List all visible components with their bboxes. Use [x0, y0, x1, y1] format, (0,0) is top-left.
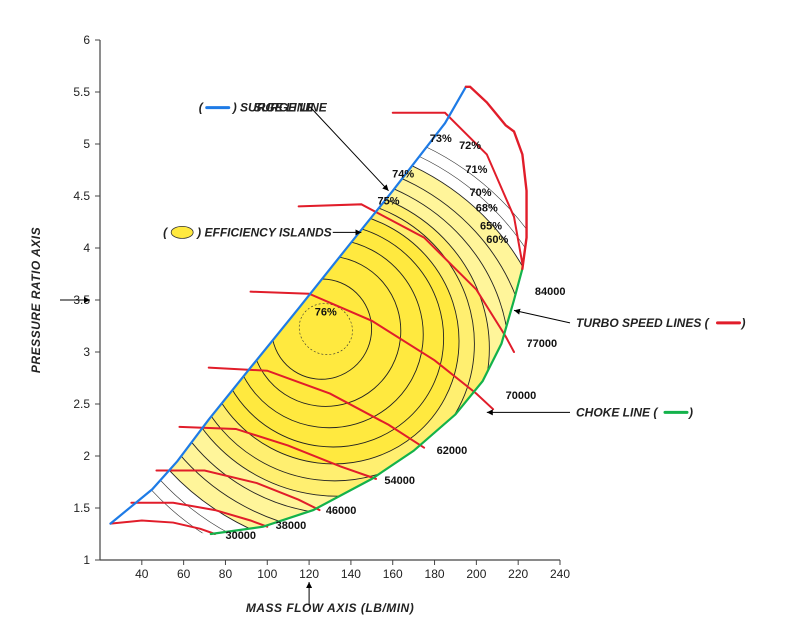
speed-label: 84000 [535, 286, 566, 298]
svg-text:140: 140 [341, 567, 361, 581]
svg-text:2: 2 [83, 449, 90, 463]
speed-label: 38000 [276, 520, 307, 532]
efficiency-label: 60% [486, 234, 508, 246]
svg-text:120: 120 [299, 567, 319, 581]
efficiency-label: 74% [392, 168, 414, 180]
svg-text:) SURGE LINE: ) SURGE LINE [231, 101, 315, 115]
speed-label: 54000 [384, 475, 415, 487]
svg-text:5: 5 [83, 137, 90, 151]
speed-label: 62000 [437, 445, 468, 457]
svg-text:4.5: 4.5 [73, 189, 90, 203]
svg-text:5.5: 5.5 [73, 85, 90, 99]
svg-text:4: 4 [83, 241, 90, 255]
efficiency-label: 70% [470, 187, 492, 199]
svg-text:1: 1 [83, 553, 90, 567]
efficiency-label: 75% [378, 195, 400, 207]
efficiency-label: 71% [465, 164, 487, 176]
svg-text:1.5: 1.5 [73, 501, 90, 515]
speed-label: 77000 [527, 338, 558, 350]
svg-text:200: 200 [466, 567, 486, 581]
svg-text:2.5: 2.5 [73, 397, 90, 411]
svg-text:80: 80 [219, 567, 233, 581]
speed-label: 46000 [326, 505, 357, 517]
svg-text:100: 100 [257, 567, 277, 581]
x-axis-label: MASS FLOW AXIS (LB/MIN) [246, 601, 414, 615]
efficiency-label: 65% [480, 220, 502, 232]
speed-label: 70000 [506, 390, 537, 402]
svg-text:) EFFICIENCY ISLANDS: ) EFFICIENCY ISLANDS [195, 225, 331, 239]
y-axis-label: PRESSURE RATIO AXIS [29, 227, 43, 373]
efficiency-label: 68% [476, 203, 498, 215]
svg-text:3: 3 [83, 345, 90, 359]
svg-text:180: 180 [425, 567, 445, 581]
svg-text:220: 220 [508, 567, 528, 581]
efficiency-label: 72% [459, 140, 481, 152]
compressor-map-chart: 40 60 80 100 120 140 160 180 200 220 240 1 1.5 2 2.5 3 3… [0, 0, 800, 640]
svg-text:240: 240 [550, 567, 570, 581]
svg-text:6: 6 [83, 33, 90, 47]
svg-text:TURBO SPEED LINES (: TURBO SPEED LINES ( [576, 316, 711, 330]
svg-text:60: 60 [177, 567, 191, 581]
svg-text:160: 160 [383, 567, 403, 581]
efficiency-label: 73% [430, 133, 452, 145]
svg-text:40: 40 [135, 567, 149, 581]
efficiency-label: 76% [315, 307, 337, 319]
svg-text:CHOKE LINE (: CHOKE LINE ( [576, 405, 659, 419]
speed-label: 30000 [225, 530, 256, 542]
